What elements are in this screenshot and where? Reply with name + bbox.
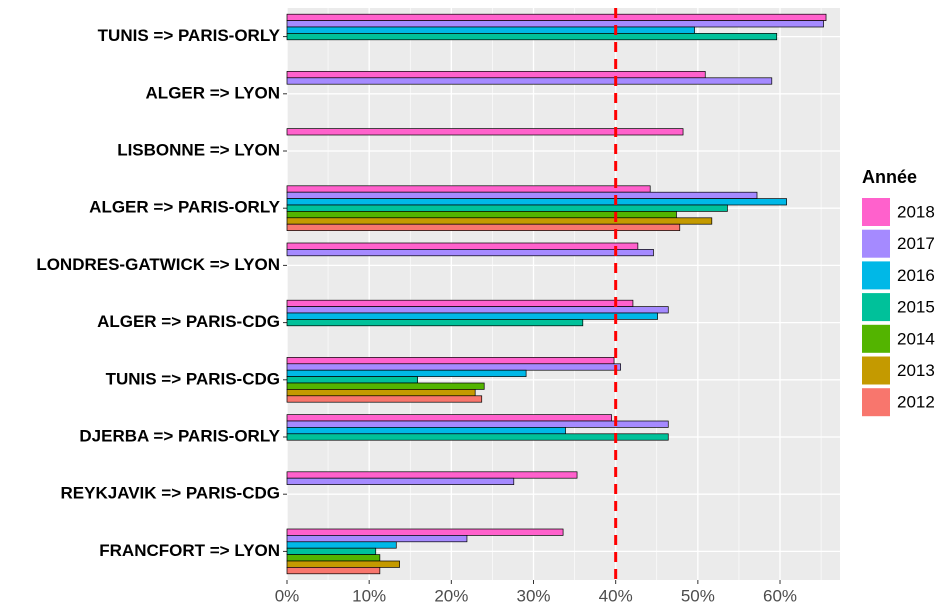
bar <box>286 389 476 397</box>
legend-title: Année <box>862 167 917 187</box>
y-tick-label: DJERBA => PARIS-ORLY <box>79 426 280 445</box>
bar <box>286 414 612 422</box>
bar <box>286 223 681 231</box>
bar <box>286 185 651 193</box>
bar <box>286 420 669 428</box>
legend-label: 2013 <box>897 361 935 380</box>
y-tick-label: LISBONNE => LYON <box>117 140 280 159</box>
y-tick-label: LONDRES-GATWICK => LYON <box>36 255 280 274</box>
bar <box>286 376 418 384</box>
y-tick-label: REYKJAVIK => PARIS-CDG <box>61 484 280 503</box>
bar <box>286 249 654 257</box>
legend-label: 2012 <box>897 393 935 412</box>
bar <box>286 77 773 85</box>
bar <box>286 369 527 377</box>
bar <box>286 395 483 403</box>
bar <box>286 528 564 536</box>
bar <box>286 541 397 549</box>
bar <box>286 204 728 212</box>
x-tick-label: 40% <box>599 586 633 605</box>
bar <box>286 13 827 21</box>
bar <box>286 319 584 327</box>
x-tick-label: 10% <box>352 586 386 605</box>
y-tick-label: FRANCFORT => LYON <box>99 541 280 560</box>
x-tick-label: 60% <box>763 586 797 605</box>
bar <box>286 363 621 371</box>
bar <box>286 547 377 555</box>
bar <box>286 554 381 562</box>
bar <box>286 312 658 320</box>
legend-label: 2017 <box>897 234 935 253</box>
bar <box>286 20 824 28</box>
y-tick-label: TUNIS => PARIS-CDG <box>106 369 280 388</box>
bar <box>286 427 566 435</box>
bar <box>286 306 669 314</box>
bar <box>286 382 485 390</box>
bar <box>286 26 695 34</box>
y-tick-label: ALGER => LYON <box>146 83 280 102</box>
bar <box>286 71 706 79</box>
legend-key <box>862 293 890 322</box>
bar <box>286 299 634 307</box>
legend-label: 2015 <box>897 298 935 317</box>
bar <box>286 560 400 568</box>
x-tick-label: 30% <box>516 586 550 605</box>
bar <box>286 433 669 441</box>
legend-key <box>862 356 890 385</box>
legend-key <box>862 388 890 417</box>
legend-key <box>862 324 890 353</box>
legend-key <box>862 261 890 290</box>
legend-key <box>862 229 890 258</box>
bar <box>286 217 713 225</box>
bar <box>286 33 778 41</box>
x-tick-label: 20% <box>434 586 468 605</box>
bar <box>286 198 787 206</box>
bar <box>286 211 677 219</box>
bar <box>286 128 684 136</box>
y-tick-label: ALGER => PARIS-ORLY <box>89 198 280 217</box>
x-tick-label: 50% <box>681 586 715 605</box>
legend-label: 2016 <box>897 266 935 285</box>
legend-key <box>862 198 890 226</box>
y-tick-label: ALGER => PARIS-CDG <box>97 312 280 331</box>
bar <box>286 242 639 250</box>
bar <box>286 471 578 479</box>
bar <box>286 567 381 575</box>
x-tick-label: 0% <box>275 586 300 605</box>
bar <box>286 535 468 543</box>
bar <box>286 477 515 485</box>
y-tick-label: TUNIS => PARIS-ORLY <box>98 26 281 45</box>
legend-label: 2014 <box>897 329 935 348</box>
bar <box>286 191 758 199</box>
bar <box>286 357 615 365</box>
legend-label: 2018 <box>897 202 935 221</box>
